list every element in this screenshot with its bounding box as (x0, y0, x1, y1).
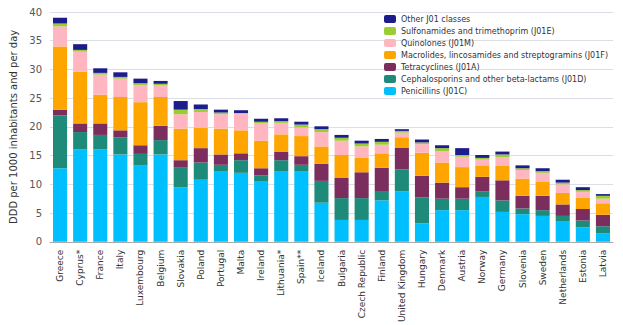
svg-text:France: France (95, 249, 105, 279)
svg-text:Poland: Poland (196, 250, 206, 280)
svg-text:Hungary: Hungary (417, 249, 427, 288)
svg-text:DDD per 1000 inhabitants and p: DDD per 1000 inhabitants and per day (8, 30, 19, 224)
svg-text:Sulfonamides and trimethoprim: Sulfonamides and trimethoprim (J01E) (401, 27, 555, 36)
svg-text:0: 0 (36, 236, 42, 247)
svg-text:Macrolides, lincosamides and s: Macrolides, lincosamides and streptogram… (401, 51, 608, 60)
svg-text:5: 5 (36, 208, 42, 219)
svg-text:Greece: Greece (55, 249, 65, 281)
svg-text:Germany: Germany (497, 249, 507, 291)
svg-text:Estonia: Estonia (578, 250, 588, 283)
svg-text:Ireland: Ireland (256, 250, 266, 281)
svg-text:Sweden: Sweden (538, 250, 548, 286)
svg-text:Finland: Finland (377, 250, 387, 282)
svg-text:15: 15 (29, 150, 42, 161)
svg-text:Tetracyclines (J01A): Tetracyclines (J01A) (400, 63, 480, 72)
svg-text:Other J01 classes: Other J01 classes (401, 15, 470, 24)
svg-text:20: 20 (29, 121, 42, 132)
svg-text:Denmark: Denmark (437, 249, 447, 291)
svg-text:Norway: Norway (477, 249, 487, 284)
svg-text:Bulgaria: Bulgaria (337, 250, 347, 287)
svg-text:Malta: Malta (236, 250, 246, 275)
svg-text:Portugal: Portugal (216, 250, 226, 287)
svg-text:Latvia: Latvia (598, 250, 608, 277)
svg-text:Italy: Italy (115, 249, 125, 269)
svg-text:10: 10 (29, 179, 42, 190)
svg-text:Cephalosporins and other beta-: Cephalosporins and other beta-lactams (J… (401, 75, 587, 84)
svg-text:Slovakia: Slovakia (176, 250, 186, 288)
svg-text:Austria: Austria (457, 250, 467, 282)
svg-text:Belgium: Belgium (156, 250, 166, 287)
svg-text:Slovenia: Slovenia (518, 250, 528, 288)
svg-text:Quinolones (J01M): Quinolones (J01M) (401, 39, 474, 48)
svg-text:40: 40 (29, 7, 42, 18)
svg-text:Penicillins (J01C): Penicillins (J01C) (401, 87, 467, 96)
svg-text:25: 25 (29, 93, 42, 104)
svg-text:Iceland: Iceland (316, 250, 326, 283)
svg-text:Netherlands: Netherlands (558, 249, 568, 304)
svg-text:Cyprus*: Cyprus* (75, 249, 85, 285)
svg-text:30: 30 (29, 64, 42, 75)
svg-text:Czech Republic: Czech Republic (357, 250, 367, 319)
svg-text:United Kingdom: United Kingdom (397, 250, 407, 322)
svg-text:Spain**: Spain** (296, 249, 306, 284)
svg-text:35: 35 (29, 35, 42, 46)
svg-text:Luxembourg: Luxembourg (135, 250, 145, 306)
svg-text:Lithuania*: Lithuania* (276, 249, 286, 296)
